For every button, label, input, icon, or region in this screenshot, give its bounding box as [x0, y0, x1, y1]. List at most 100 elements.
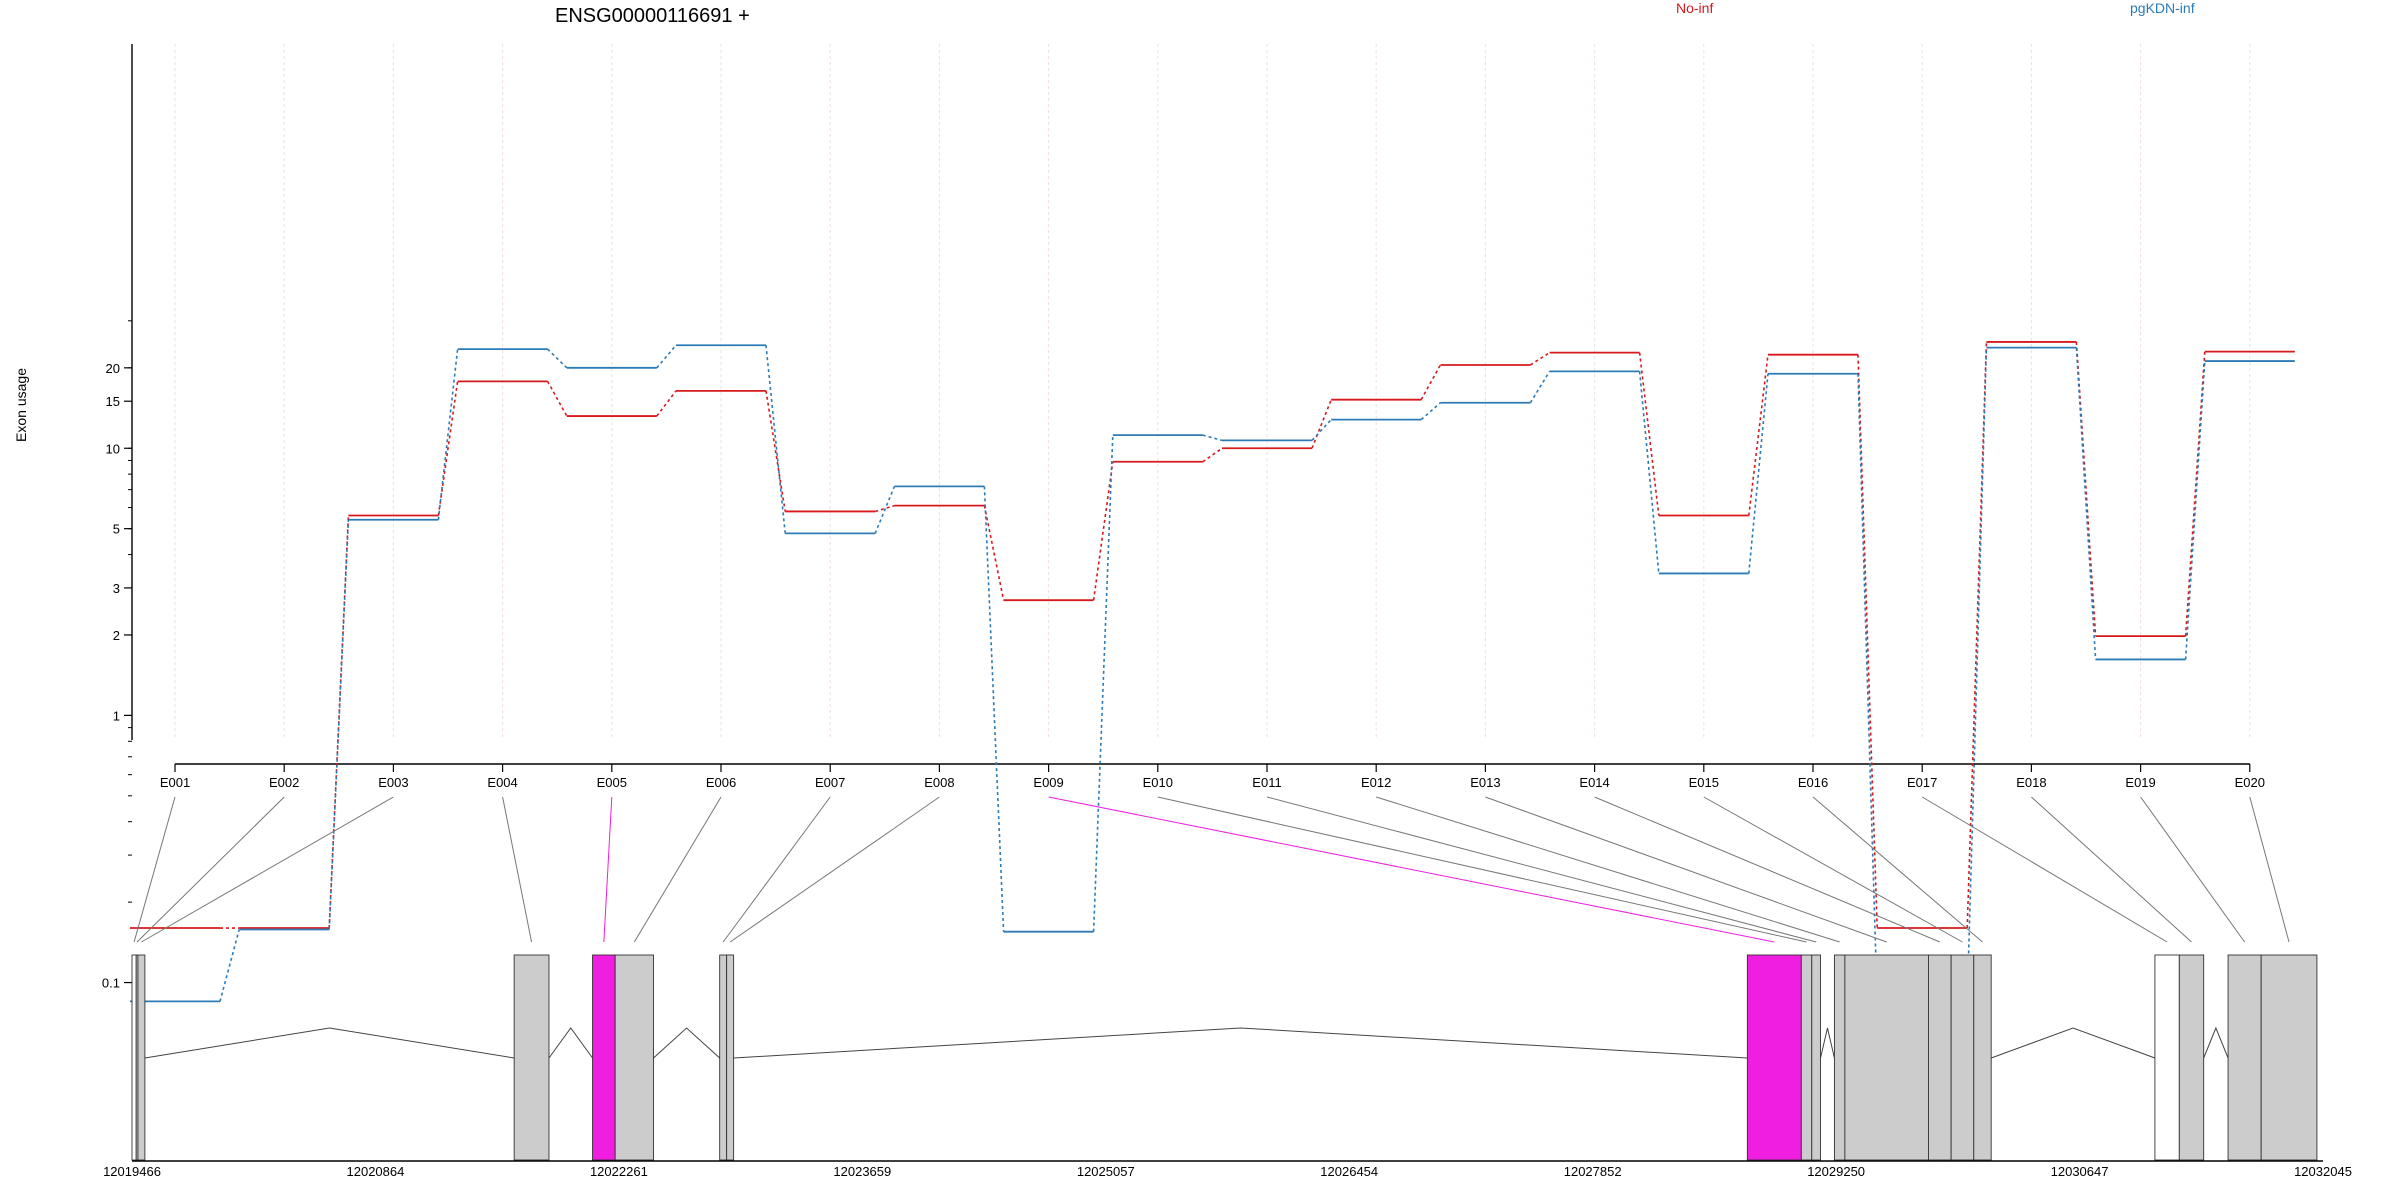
connector-e019 [2140, 796, 2246, 943]
exon-e015 [1950, 954, 1975, 1161]
connector-e005 [603, 796, 613, 943]
exon-e007 [719, 954, 728, 1161]
x-tick-label-e007: E007 [815, 775, 845, 790]
intron [548, 1027, 593, 1059]
series-pgkdn-inf-transition [437, 349, 459, 520]
series-pgkdn-inf-transition [874, 486, 896, 534]
connector-e017 [1921, 796, 2168, 943]
series-no-inf-transition [1420, 364, 1442, 401]
exon-e004 [513, 954, 550, 1161]
x-tick-label-e018: E018 [2016, 775, 2046, 790]
series-no-inf-transition [1638, 352, 1660, 516]
connector-e006 [633, 796, 722, 943]
exon-e010 [1800, 954, 1813, 1161]
x-axis: E001 E002 E003 E004 E005 E006 E007 E008 E009 E010… [160, 763, 2265, 790]
intron [1991, 1027, 2156, 1059]
connector-e001 [133, 796, 176, 943]
exon-e001 [131, 954, 137, 1161]
series-pgkdn-inf-transition [1311, 419, 1332, 441]
x-tick-label-e019: E019 [2125, 775, 2155, 790]
exon-e008 [726, 954, 735, 1161]
connector-e015 [1703, 796, 1963, 943]
intron [2203, 1026, 2229, 1059]
series-pgkdn-inf-transition [765, 345, 786, 534]
connector-e007 [722, 796, 831, 943]
x-tick-label-e020: E020 [2235, 775, 2265, 790]
y-tick-label-15: 15 [106, 394, 120, 409]
exon-e009 [1746, 954, 1802, 1161]
connector-e012 [1376, 796, 1840, 943]
exon-e013 [1844, 954, 1929, 1161]
y-tick-label-2: 2 [113, 628, 120, 643]
x-tick-label-e011: E011 [1252, 775, 1281, 790]
series-no-inf-transition [1966, 341, 1988, 929]
x-tick-label-e005: E005 [597, 775, 627, 790]
x-tick-label-e002: E002 [269, 775, 299, 790]
series-pgkdn-inf-transition [656, 344, 677, 369]
gene-model [131, 954, 2318, 1161]
series-pgkdn-inf-transition [2184, 361, 2206, 660]
x-tick-label-e012: E012 [1361, 775, 1391, 790]
exon-connectors [133, 796, 2290, 943]
intron [1820, 1027, 1835, 1059]
series-pgkdn-inf-transition [328, 519, 350, 930]
connector-e003 [141, 796, 394, 943]
series-pgkdn-inf-transition [219, 929, 240, 1002]
x-tick-label-e016: E016 [1798, 775, 1828, 790]
series-no-inf-transition [546, 380, 568, 417]
exon-e019 [2227, 954, 2262, 1161]
intron [144, 1027, 515, 1059]
series-pgkdn-inf-transition [1420, 402, 1441, 421]
connector-e016 [1812, 796, 1983, 943]
x-tick-label-e009: E009 [1033, 775, 1063, 790]
series-no-inf-transition [765, 390, 786, 512]
genomic-coordinate-axis: 12019466 12020864 12022261 12023659 12025057… [103, 1160, 2352, 1179]
x-tick-label-e010: E010 [1143, 775, 1173, 790]
coordinate-label-12019466: 12019466 [103, 1164, 161, 1179]
x-tick-label-e015: E015 [1689, 775, 1719, 790]
exon-e020 [2260, 954, 2318, 1161]
series-no-inf-transition [437, 381, 459, 516]
coordinate-label-12032045: 12032045 [2294, 1164, 2352, 1179]
exon-e017 [2154, 954, 2180, 1161]
legend-entry-pgkdn-inf: pgKDN-inf [2130, 0, 2195, 16]
series-no-inf-transition [1529, 351, 1551, 366]
connector-e013 [1485, 796, 1887, 943]
x-tick-label-e008: E008 [924, 775, 954, 790]
intron [653, 1027, 721, 1059]
x-tick-label-e013: E013 [1470, 775, 1500, 790]
series-pgkdn-inf-transition [1529, 370, 1551, 404]
y-tick-label-5: 5 [113, 522, 120, 537]
series-pgkdn-inf-transition [1857, 373, 1878, 1002]
y-tick-label-20: 20 [106, 361, 120, 376]
series-no-inf-transition [1092, 461, 1114, 601]
exon-e012 [1833, 954, 1846, 1161]
series-pgkdn-inf-transition [983, 486, 1005, 932]
coordinate-label-12026454: 12026454 [1320, 1164, 1378, 1179]
series-no-inf-transition [1857, 354, 1878, 929]
connector-e011 [1266, 796, 1817, 943]
x-tick-label-e004: E004 [487, 775, 517, 790]
x-tick-label-e003: E003 [378, 775, 408, 790]
connector-e020 [2249, 796, 2290, 943]
coordinate-label-12023659: 12023659 [833, 1164, 891, 1179]
series-pgkdn-inf-transition [1966, 347, 1988, 1002]
intron [733, 1027, 1748, 1059]
coordinate-label-12020864: 12020864 [347, 1164, 405, 1179]
x-tick-label-e006: E006 [706, 775, 736, 790]
series-pgkdn-inf-transition [1638, 371, 1660, 574]
connector-e010 [1157, 796, 1807, 943]
y-tick-label-3: 3 [113, 581, 120, 596]
y-tick-label-0-1: 0.1 [102, 976, 120, 991]
series-pgkdn-inf-transition [1092, 435, 1114, 932]
exon-e018 [2178, 954, 2205, 1161]
series-pgkdn-inf-transition [547, 348, 568, 369]
connector-e002 [136, 796, 285, 943]
series-no-inf-transition [1311, 399, 1332, 449]
exon-e003 [137, 954, 146, 1161]
y-axis: 0.1 1 2 3 5 10 15 20 [102, 44, 133, 991]
y-tick-label-10: 10 [106, 441, 120, 456]
series-no-inf-transition [328, 515, 350, 929]
legend-entry-no-inf: No-inf [1676, 0, 1713, 16]
